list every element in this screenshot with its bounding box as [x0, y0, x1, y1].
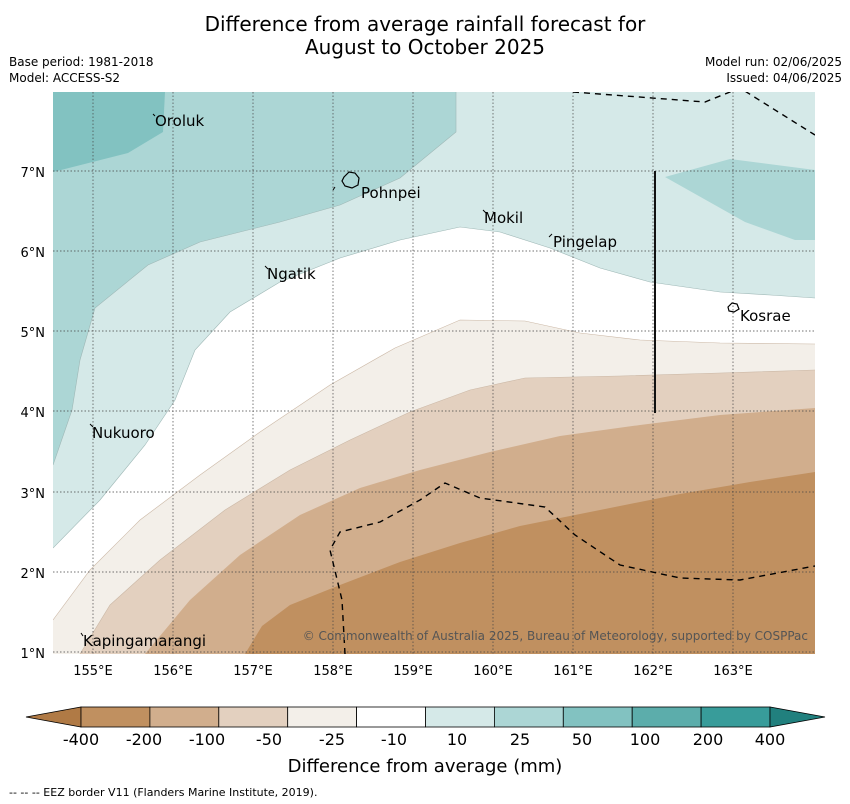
base-period: Base period: 1981-2018 — [9, 55, 154, 69]
colorbar-segment — [149, 706, 220, 728]
lon-tick: 158°E — [313, 664, 353, 679]
colorbar-label: -50 — [256, 730, 282, 749]
colorbar-segment — [700, 706, 771, 728]
fill-25-50 — [53, 92, 456, 465]
colorbar-label: 10 — [447, 730, 467, 749]
lon-tick: 162°E — [633, 664, 673, 679]
colorbar-label: -200 — [126, 730, 162, 749]
gridlines — [53, 92, 815, 654]
lat-tick: 4°N — [21, 406, 46, 421]
place-mokil: Mokil — [484, 209, 523, 227]
model-run-date: Model run: 02/06/2025 — [704, 55, 842, 69]
dry-contour-lines — [53, 319, 815, 654]
colorbar-segment — [287, 706, 358, 728]
colorbar-label: 50 — [572, 730, 592, 749]
lat-tick: 2°N — [21, 567, 46, 582]
colorbar-segment — [356, 706, 426, 728]
colorbar-label: -400 — [63, 730, 99, 749]
colorbar-segment — [80, 706, 151, 728]
colorbar-title: Difference from average (mm) — [287, 756, 563, 777]
run-info: Model run: 02/06/2025 Issued: 04/06/2025 — [705, 54, 842, 86]
colorbar-label: 200 — [693, 730, 724, 749]
fill-25-50-east — [665, 159, 815, 240]
atoll-markers — [80, 113, 553, 637]
colorbar-label: -25 — [319, 730, 345, 749]
colorbar-label: 25 — [510, 730, 530, 749]
fill-50-100 — [53, 92, 165, 172]
colorbar-label: -10 — [381, 730, 407, 749]
lon-tick: 159°E — [393, 664, 433, 679]
eez-borders — [329, 92, 815, 654]
latitude-ticks: 7°N 6°N 5°N 4°N 3°N 2°N 1°N — [21, 166, 46, 662]
title-line-1: Difference from average rainfall forecas… — [204, 12, 646, 36]
fill-minus-100-minus-200 — [245, 472, 815, 654]
colorbar-segment — [218, 706, 289, 728]
lon-tick: 156°E — [153, 664, 193, 679]
colorbar-segment — [493, 706, 564, 728]
colorbar-labels: -400 -200 -100 -50 -25 -10 10 25 50 100 … — [63, 730, 785, 749]
place-oroluk: Oroluk — [155, 112, 204, 130]
place-ngatik: Ngatik — [267, 265, 316, 283]
issued-date: Issued: 04/06/2025 — [726, 71, 842, 85]
colorbar-segment — [562, 706, 633, 728]
eez-note: -- -- -- EEZ border V11 (Flanders Marine… — [9, 786, 318, 799]
kosrae-island-icon — [727, 302, 740, 313]
colorbar-segment — [631, 706, 702, 728]
lon-tick: 160°E — [473, 664, 513, 679]
lon-tick: 155°E — [73, 664, 113, 679]
colorbar-label: 400 — [755, 730, 786, 749]
colorbar-extend-low — [25, 706, 82, 728]
lon-tick: 163°E — [713, 664, 753, 679]
pohnpei-island-icon — [341, 171, 360, 189]
place-nukuoro: Nukuoro — [92, 424, 155, 442]
map-title: Difference from average rainfall forecas… — [0, 13, 850, 59]
place-kosrae: Kosrae — [740, 307, 791, 325]
copyright-notice: © Commonwealth of Australia 2025, Bureau… — [303, 629, 808, 643]
lon-tick: 161°E — [553, 664, 593, 679]
colorbar-segment — [425, 706, 495, 728]
lat-tick: 7°N — [21, 166, 46, 181]
contour-fills — [53, 92, 815, 654]
lat-tick: 3°N — [21, 487, 46, 502]
colorbar-extend-high — [769, 706, 826, 728]
lat-tick: 5°N — [21, 326, 46, 341]
place-pohnpei: Pohnpei — [361, 184, 421, 202]
model-name: Model: ACCESS-S2 — [9, 71, 121, 85]
colorbar — [25, 706, 826, 728]
longitude-ticks: 155°E 156°E 157°E 158°E 159°E 160°E 161°… — [73, 664, 753, 679]
colorbar-label: 100 — [630, 730, 661, 749]
place-pingelap: Pingelap — [553, 233, 617, 251]
colorbar-label: -100 — [189, 730, 225, 749]
model-info: Base period: 1981-2018 Model: ACCESS-S2 — [9, 54, 154, 86]
contour-lines — [53, 92, 815, 549]
lat-tick: 1°N — [21, 647, 46, 662]
title-line-2: August to October 2025 — [304, 35, 546, 59]
lat-tick: 6°N — [21, 246, 46, 261]
lon-tick: 157°E — [233, 664, 273, 679]
place-kapingamarangi: Kapingamarangi — [83, 632, 206, 650]
